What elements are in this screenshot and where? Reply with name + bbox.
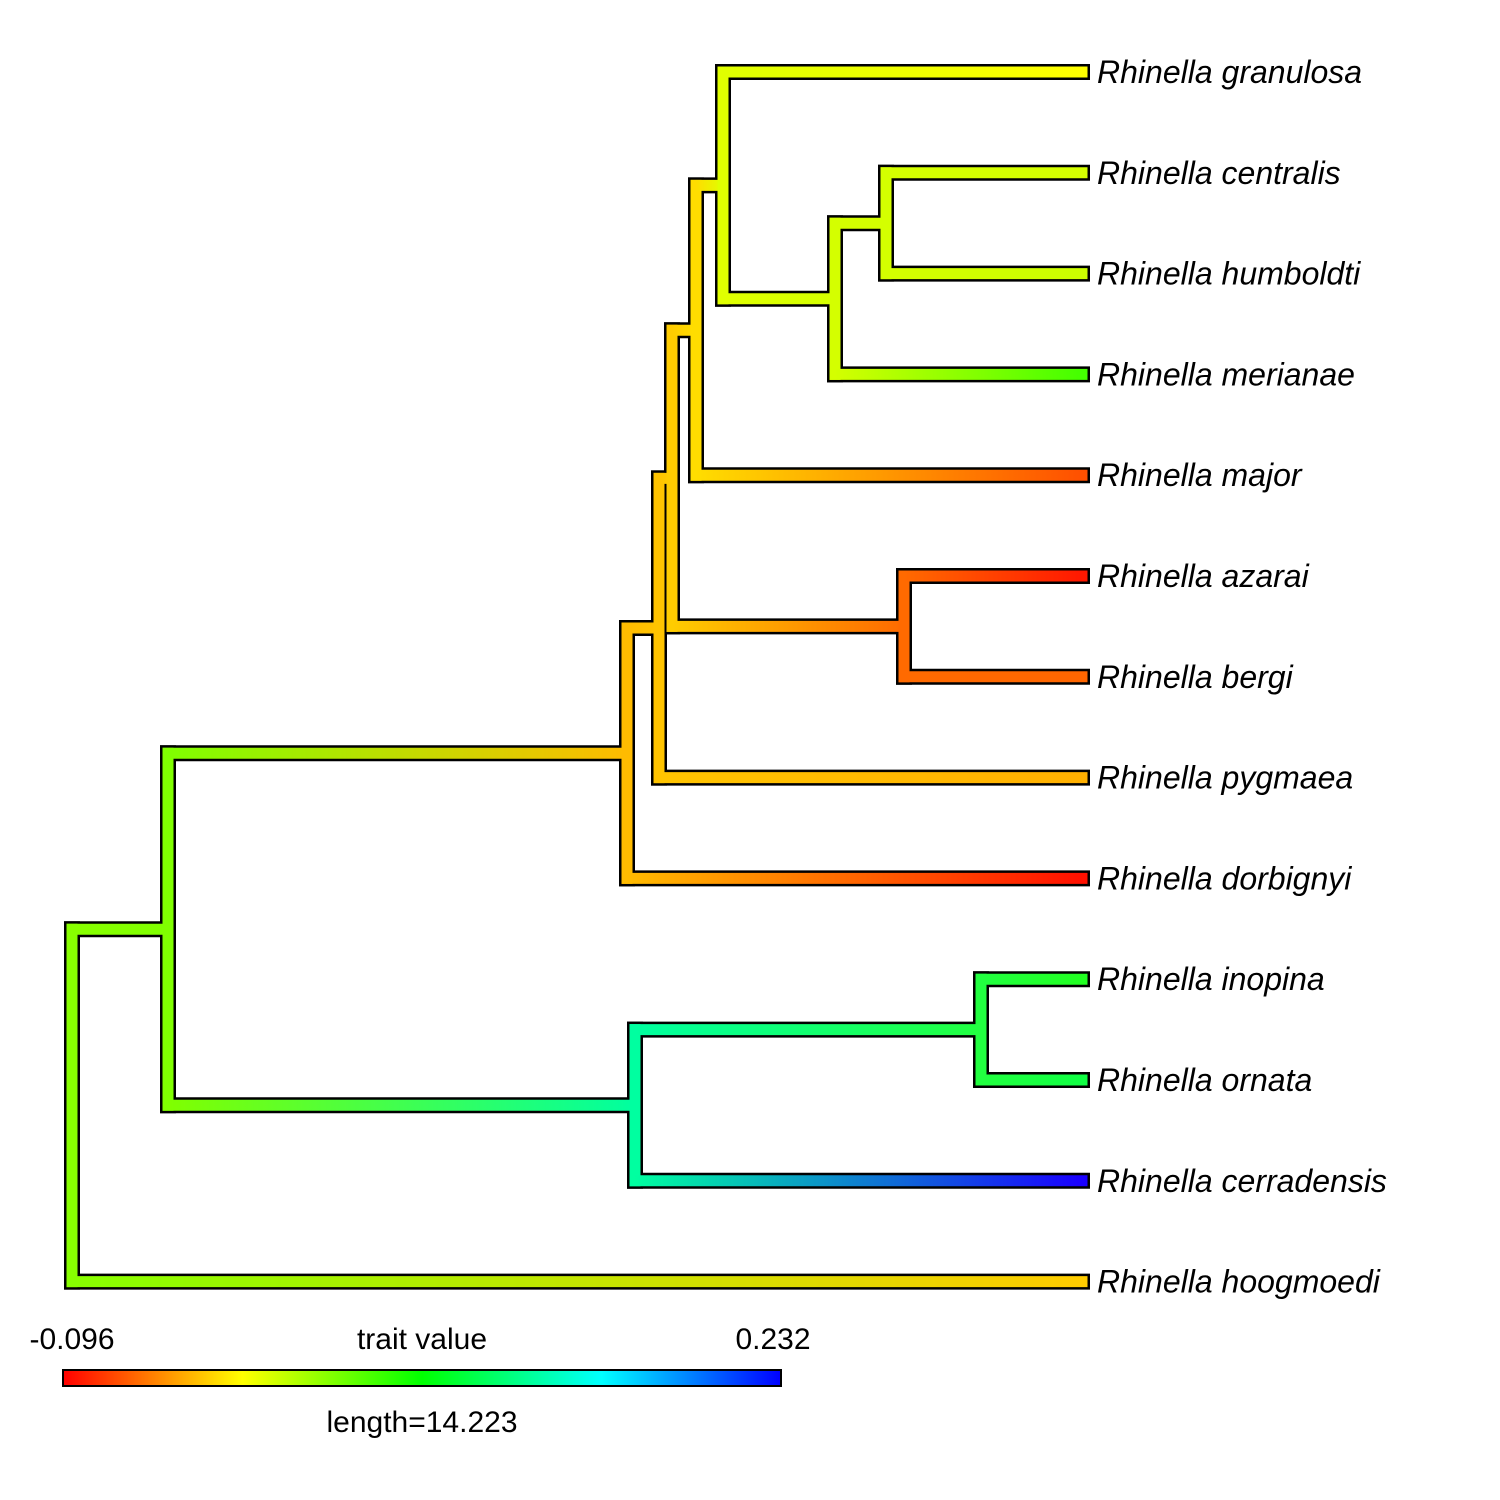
tip-label-merianae: Rhinella merianae xyxy=(1097,356,1355,392)
branch-fill-layer xyxy=(66,66,1088,1288)
legend-max-label: 0.232 xyxy=(735,1323,810,1356)
legend-min-label: -0.096 xyxy=(29,1323,114,1356)
tip-label-bergi: Rhinella bergi xyxy=(1097,659,1294,695)
tip-label-granulosa: Rhinella granulosa xyxy=(1097,54,1362,90)
tip-labels: Rhinella granulosa Rhinella centralis Rhin… xyxy=(1097,54,1387,1300)
tip-label-inopina: Rhinella inopina xyxy=(1097,961,1325,997)
legend-title: trait value xyxy=(357,1323,487,1356)
tip-label-ornata: Rhinella ornata xyxy=(1097,1062,1312,1098)
tip-label-cerradensis: Rhinella cerradensis xyxy=(1097,1163,1387,1199)
tip-label-humboldti: Rhinella humboldti xyxy=(1097,256,1361,292)
tip-label-major: Rhinella major xyxy=(1097,457,1303,493)
tip-label-dorbignyi: Rhinella dorbignyi xyxy=(1097,860,1352,896)
tip-label-hoogmoedi: Rhinella hoogmoedi xyxy=(1097,1264,1381,1300)
color-legend: -0.096 trait value 0.232 length=14.223 xyxy=(29,1323,810,1439)
legend-color-bar xyxy=(62,1369,782,1387)
legend-length-label: length=14.223 xyxy=(326,1406,517,1439)
tip-label-pygmaea: Rhinella pygmaea xyxy=(1097,760,1353,796)
tip-label-azarai: Rhinella azarai xyxy=(1097,558,1310,594)
tip-label-centralis: Rhinella centralis xyxy=(1097,155,1341,191)
